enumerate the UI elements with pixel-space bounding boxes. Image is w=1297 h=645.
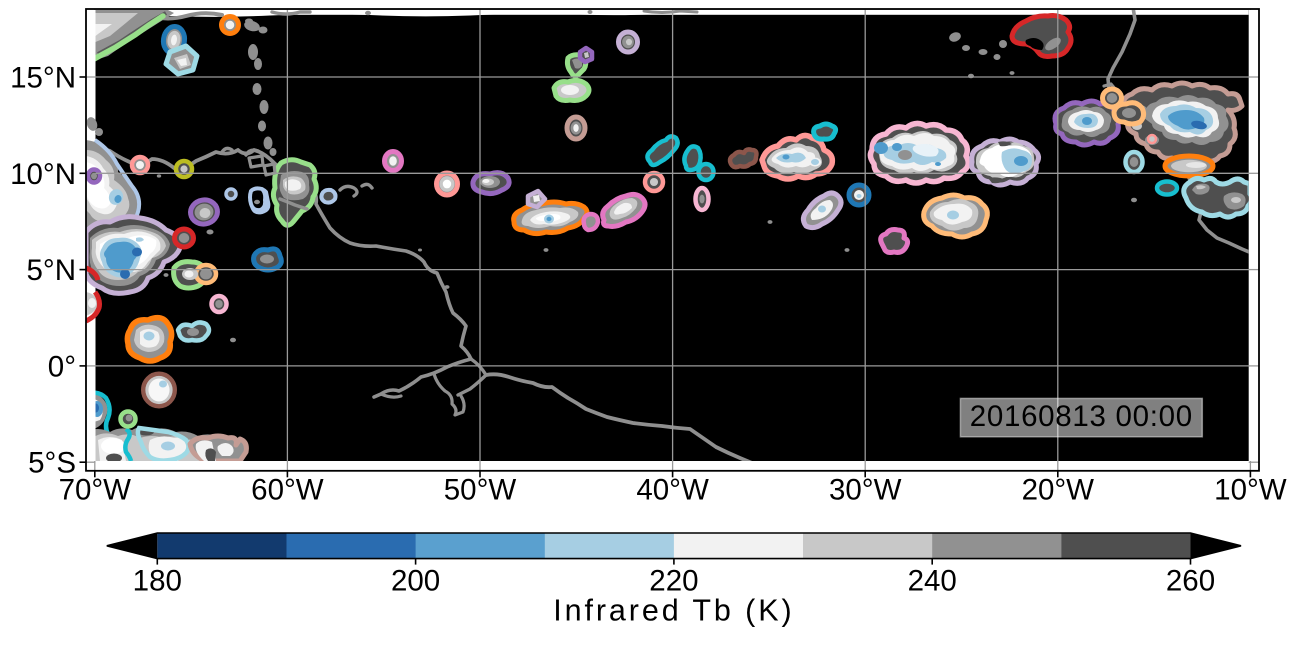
svg-text:10°W: 10°W	[1214, 474, 1287, 507]
svg-text:0°: 0°	[48, 350, 76, 383]
svg-text:60°W: 60°W	[251, 474, 324, 507]
svg-text:20°W: 20°W	[1022, 474, 1095, 507]
svg-text:70°W: 70°W	[59, 474, 132, 507]
svg-text:5°S: 5°S	[28, 447, 76, 480]
svg-text:40°W: 40°W	[636, 474, 709, 507]
svg-text:240: 240	[908, 565, 957, 598]
svg-text:20160813 00:00: 20160813 00:00	[970, 400, 1193, 433]
svg-text:220: 220	[649, 565, 698, 598]
svg-text:50°W: 50°W	[444, 474, 517, 507]
svg-text:180: 180	[133, 565, 182, 598]
svg-text:30°W: 30°W	[829, 474, 902, 507]
svg-text:200: 200	[391, 565, 440, 598]
svg-text:5°N: 5°N	[26, 254, 76, 287]
svg-text:15°N: 15°N	[10, 62, 76, 95]
svg-text:Infrared Tb (K): Infrared Tb (K)	[553, 594, 794, 628]
svg-text:260: 260	[1166, 565, 1215, 598]
svg-text:10°N: 10°N	[10, 158, 76, 191]
